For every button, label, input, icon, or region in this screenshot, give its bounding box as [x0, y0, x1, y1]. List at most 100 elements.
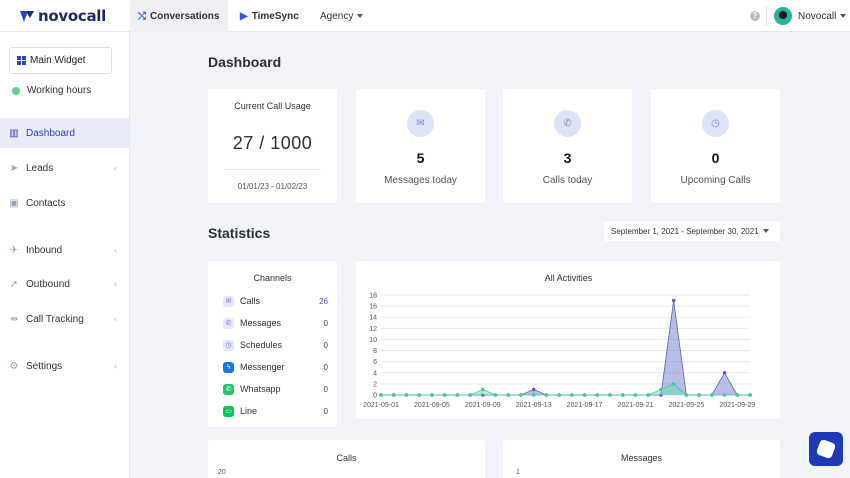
chevron-left-icon: ‹ [114, 361, 117, 371]
channel-row-line[interactable]: ▭ Line 0 [223, 404, 328, 418]
chevron-left-icon: ‹ [114, 245, 117, 255]
x-tick-label: 2021-09-13 [516, 402, 552, 409]
sidebar-item-label: Inbound [26, 244, 63, 256]
data-point [582, 393, 587, 397]
top-bar: novocall ⤭ Conversations ▶ TimeSync Agen… [0, 0, 850, 32]
date-range-picker[interactable]: September 1, 2021 - September 30, 2021 [604, 221, 780, 241]
phone-icon: ✆ [223, 317, 234, 329]
novocall-logo[interactable]: novocall [18, 7, 106, 25]
status-dot [12, 86, 20, 95]
channel-count: 0 [323, 318, 328, 328]
data-point [506, 393, 511, 397]
messages-chart-card: Messages 1 [503, 440, 780, 478]
data-point [671, 298, 676, 303]
chevron-left-icon: ‹ [114, 279, 117, 289]
data-point [735, 393, 740, 397]
axis-tick-label: 20 [218, 469, 226, 476]
sidebar-item-dashboard[interactable]: ▥ Dashboard [0, 118, 129, 148]
data-point [417, 393, 421, 397]
sidebar-item-call-tracking[interactable]: ⇴ Call Tracking ‹ [0, 304, 129, 334]
y-tick-label: 10 [369, 337, 377, 344]
sidebar-item-outbound[interactable]: ➚ Outbound ‹ [0, 269, 129, 299]
axis-tick-label: 1 [516, 469, 520, 476]
tab-timesync[interactable]: ▶ TimeSync [240, 0, 299, 32]
data-point [430, 393, 434, 397]
data-point [442, 393, 447, 397]
channel-label: Schedules [240, 340, 283, 350]
sidebar-item-contacts[interactable]: ▣ Contacts [0, 188, 129, 218]
x-tick-label: 2021-09-09 [465, 402, 501, 409]
data-point [493, 393, 498, 397]
y-tick-label: 4 [373, 370, 377, 377]
channel-row-whatsapp[interactable]: ✆ Whatsapp 0 [223, 382, 328, 396]
channel-label: Line [240, 406, 258, 416]
main-widget-button[interactable]: Main Widget [9, 47, 112, 74]
series-line [381, 300, 750, 396]
help-icon[interactable]: ? [750, 11, 760, 21]
y-tick-label: 2 [373, 381, 377, 388]
data-point [659, 387, 663, 392]
chevron-left-icon: ‹ [114, 163, 117, 173]
channel-row-messages[interactable]: ✆ Messages 0 [223, 316, 328, 330]
data-point [570, 393, 574, 397]
y-tick-label: 6 [373, 359, 377, 366]
data-point [595, 393, 600, 397]
divider [766, 6, 767, 26]
usage-value: 27 / 1000 [232, 133, 313, 153]
support-chat-button[interactable] [809, 432, 843, 466]
channel-count: 0 [323, 340, 328, 350]
data-point [391, 393, 396, 397]
channels-title: Channels [253, 273, 292, 283]
channel-row-calls[interactable]: ✉ Calls 26 [223, 294, 328, 308]
stat-label: Upcoming Calls [680, 175, 751, 186]
sidebar: Main Widget Working hours ▥ Dashboard ➤ … [0, 32, 130, 478]
sidebar-item-label: Settings [26, 360, 63, 372]
channel-count: 0 [323, 362, 328, 372]
data-point [722, 370, 727, 375]
sidebar-item-leads[interactable]: ➤ Leads ‹ [0, 153, 129, 183]
upcoming-calls-card: ◷ 0 Upcoming Calls [651, 89, 780, 203]
data-point [710, 393, 714, 397]
sidebar-item-settings[interactable]: ⚙ Settings ‹ [0, 351, 129, 381]
call-usage-card: Current Call Usage 27 / 1000 01/01/23 - … [208, 89, 337, 203]
avatar[interactable] [774, 7, 792, 25]
working-hours-label: Working hours [27, 85, 92, 96]
sidebar-item-label: Leads [26, 162, 54, 174]
chevron-down-icon [840, 14, 847, 19]
channel-row-schedules[interactable]: ◷ Schedules 0 [223, 338, 328, 352]
sidebar-item-label: Call Tracking [26, 313, 84, 325]
user-menu[interactable]: Novocall [798, 11, 847, 22]
gear-icon: ⚙ [9, 360, 19, 372]
data-point [468, 393, 472, 397]
conversations-icon: ⤭ [138, 10, 146, 22]
data-point [531, 387, 536, 392]
data-point [557, 393, 561, 397]
tab-agency-label: Agency [320, 10, 354, 22]
line-icon: ▭ [223, 405, 234, 417]
tab-agency[interactable]: Agency [320, 0, 364, 32]
y-tick-label: 8 [373, 348, 377, 355]
channel-label: Calls [240, 296, 261, 306]
user-name: Novocall [798, 11, 837, 22]
send-icon: ➤ [9, 162, 19, 174]
tracking-icon: ⇴ [9, 313, 19, 325]
data-point [404, 393, 409, 397]
bar-chart-icon: ▥ [9, 127, 19, 139]
y-tick-label: 18 [369, 293, 377, 300]
series-area [381, 300, 750, 395]
tab-conversations[interactable]: ⤭ Conversations [130, 0, 228, 32]
x-tick-label: 2021-09-21 [618, 402, 654, 409]
channel-count: 0 [323, 384, 328, 394]
chevron-left-icon: ‹ [114, 314, 117, 324]
working-hours-status[interactable]: Working hours [12, 85, 91, 96]
envelope-icon: ✉ [407, 110, 434, 137]
sidebar-item-inbound[interactable]: ✈ Inbound ‹ [0, 235, 129, 265]
data-point [684, 393, 689, 397]
series-line [381, 383, 750, 396]
envelope-icon: ✉ [223, 295, 234, 307]
sidebar-item-label: Contacts [26, 197, 66, 209]
channel-row-messenger[interactable]: ϟ Messenger 0 [223, 360, 328, 374]
y-tick-label: 16 [369, 304, 377, 311]
tab-timesync-label: TimeSync [251, 10, 299, 22]
main-widget-label: Main Widget [30, 55, 86, 66]
